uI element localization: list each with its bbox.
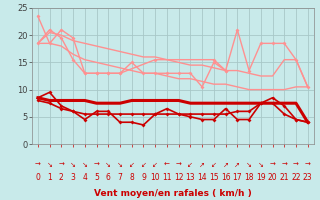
- Text: →: →: [58, 162, 64, 168]
- Text: ←: ←: [164, 162, 170, 168]
- Text: →: →: [305, 162, 311, 168]
- Text: 19: 19: [256, 173, 266, 182]
- Text: 21: 21: [279, 173, 289, 182]
- Text: 17: 17: [233, 173, 242, 182]
- Text: Vent moyen/en rafales ( km/h ): Vent moyen/en rafales ( km/h ): [94, 189, 252, 198]
- Text: ↙: ↙: [140, 162, 147, 168]
- Text: 8: 8: [129, 173, 134, 182]
- Text: 0: 0: [36, 173, 40, 182]
- Text: ↘: ↘: [246, 162, 252, 168]
- Text: ↘: ↘: [105, 162, 111, 168]
- Text: ↗: ↗: [199, 162, 205, 168]
- Text: 22: 22: [291, 173, 301, 182]
- Text: 2: 2: [59, 173, 64, 182]
- Text: ↘: ↘: [70, 162, 76, 168]
- Text: 12: 12: [174, 173, 183, 182]
- Text: →: →: [35, 162, 41, 168]
- Text: 4: 4: [82, 173, 87, 182]
- Text: 18: 18: [244, 173, 254, 182]
- Text: ↘: ↘: [47, 162, 52, 168]
- Text: 9: 9: [141, 173, 146, 182]
- Text: ↙: ↙: [211, 162, 217, 168]
- Text: 20: 20: [268, 173, 277, 182]
- Text: →: →: [176, 162, 182, 168]
- Text: 3: 3: [71, 173, 76, 182]
- Text: 5: 5: [94, 173, 99, 182]
- Text: ↘: ↘: [82, 162, 88, 168]
- Text: 15: 15: [209, 173, 219, 182]
- Text: 13: 13: [186, 173, 195, 182]
- Text: 16: 16: [221, 173, 230, 182]
- Text: 14: 14: [197, 173, 207, 182]
- Text: 1: 1: [47, 173, 52, 182]
- Text: →: →: [293, 162, 299, 168]
- Text: ↙: ↙: [152, 162, 158, 168]
- Text: →: →: [93, 162, 100, 168]
- Text: 6: 6: [106, 173, 111, 182]
- Text: 23: 23: [303, 173, 313, 182]
- Text: →: →: [281, 162, 287, 168]
- Text: 11: 11: [162, 173, 172, 182]
- Text: ↘: ↘: [117, 162, 123, 168]
- Text: 10: 10: [150, 173, 160, 182]
- Text: ↗: ↗: [223, 162, 228, 168]
- Text: ↙: ↙: [188, 162, 193, 168]
- Text: ↗: ↗: [234, 162, 240, 168]
- Text: →: →: [269, 162, 276, 168]
- Text: ↙: ↙: [129, 162, 135, 168]
- Text: ↘: ↘: [258, 162, 264, 168]
- Text: 7: 7: [117, 173, 123, 182]
